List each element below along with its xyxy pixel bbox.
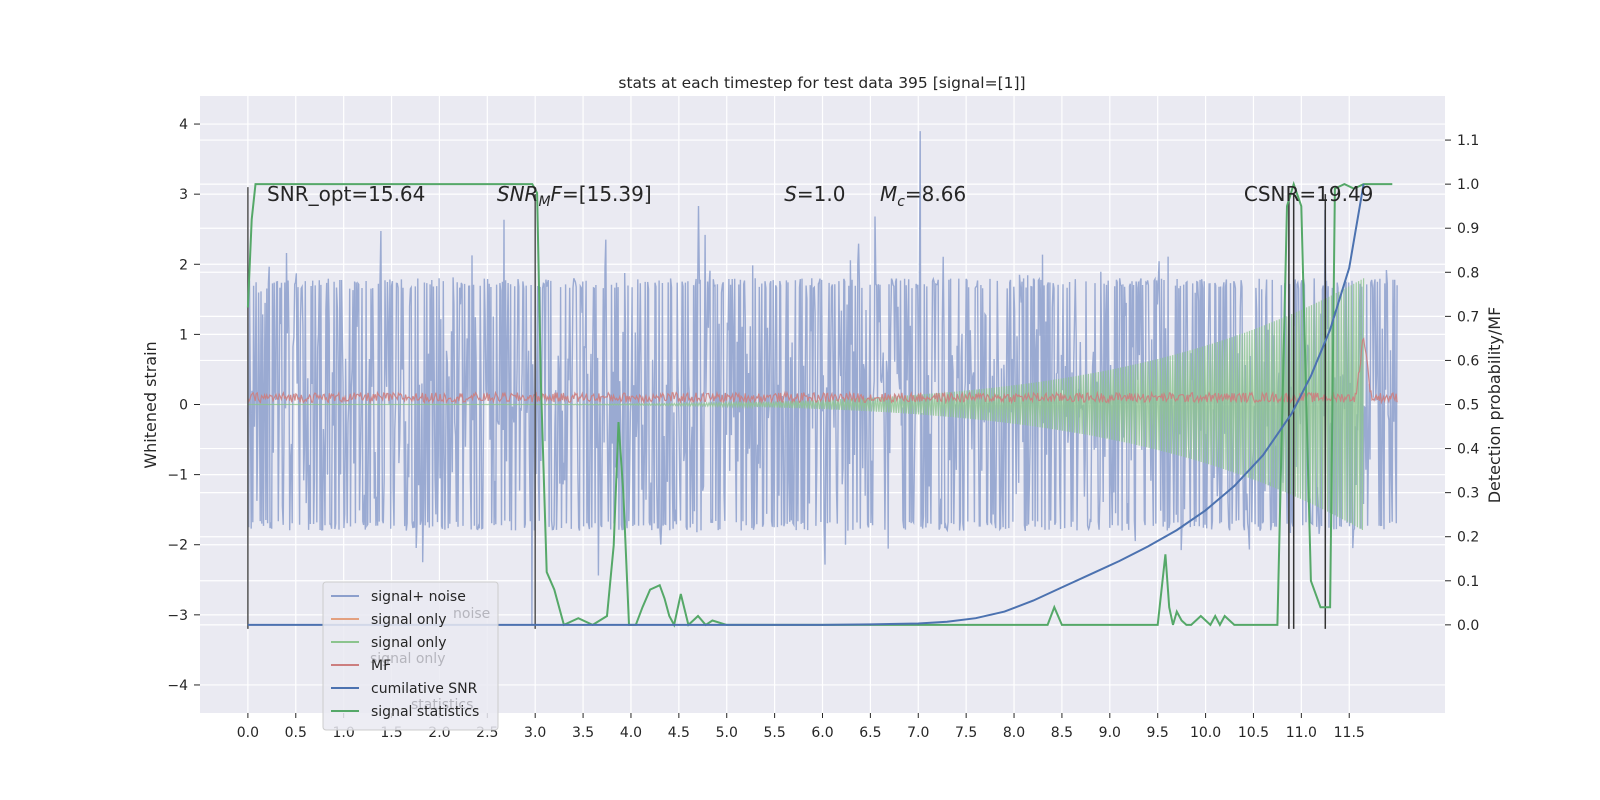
x-tick-label-7: 3.5 xyxy=(572,725,594,741)
plot-area xyxy=(246,131,1398,629)
legend-ghost-label-1: signal only xyxy=(370,651,445,667)
y-right-tick-label-8: 0.8 xyxy=(1457,265,1479,281)
x-tick-label-21: 10.5 xyxy=(1238,725,1269,741)
chart-title: stats at each timestep for test data 395… xyxy=(618,74,1025,92)
legend-label-5: signal statistics xyxy=(371,704,479,720)
y-right-tick-label-3: 0.3 xyxy=(1457,486,1479,502)
legend-ghost-label-0: noise xyxy=(453,606,490,622)
legend-box xyxy=(322,581,499,731)
legend-label-3: MF xyxy=(371,658,391,674)
annotation-3: Mc=8.66 xyxy=(880,182,966,210)
x-tick-label-6: 3.0 xyxy=(524,725,546,741)
x-tick-label-13: 6.5 xyxy=(859,725,881,741)
x-tick-label-10: 5.0 xyxy=(716,725,738,741)
y-right-tick-label-11: 1.1 xyxy=(1457,133,1479,149)
annotation-4: CSNR=19.49 xyxy=(1244,182,1374,206)
y-right-tick-label-6: 0.6 xyxy=(1457,353,1479,369)
legend-ghost-label-2: statistics xyxy=(411,697,473,713)
y-right-tick-label-9: 0.9 xyxy=(1457,221,1479,237)
series-cumilative-SNR xyxy=(247,183,1365,626)
y-right-tick-label-0: 0.0 xyxy=(1457,618,1479,634)
y-right-tick-label-4: 0.4 xyxy=(1457,442,1479,458)
signal-only-series xyxy=(247,278,1365,531)
legend-label-4: cumilative SNR xyxy=(371,681,478,697)
x-tick-label-1: 0.5 xyxy=(285,725,307,741)
y-left-tick-label-2: −2 xyxy=(167,538,188,554)
x-tick-label-9: 4.5 xyxy=(668,725,690,741)
legend-label-1: signal only xyxy=(371,612,446,628)
annotations: SNR_opt=15.64 SNRMF=[15.39] S=1.0 Mc=8.66 CS… xyxy=(267,182,1373,210)
x-tick-label-19: 9.5 xyxy=(1147,725,1169,741)
x-tick-label-22: 11.0 xyxy=(1286,725,1317,741)
x-tick-label-18: 9.0 xyxy=(1099,725,1121,741)
legend-label-0: signal+ noise xyxy=(371,589,466,605)
y-left-tick-label-4: 0 xyxy=(179,398,188,414)
y-right-tick-label-7: 0.7 xyxy=(1457,309,1479,325)
y-left-tick-label-8: 4 xyxy=(179,117,188,133)
annotation-1: SNRMF=[15.39] xyxy=(497,182,652,210)
legend: noise signal only statistics signal+ noise s… xyxy=(322,581,499,731)
x-tick-label-14: 7.0 xyxy=(907,725,929,741)
y-right-tick-label-1: 0.1 xyxy=(1457,574,1479,590)
y-right-tick-label-2: 0.2 xyxy=(1457,530,1479,546)
y-right-tick-label-10: 1.0 xyxy=(1457,177,1479,193)
annotation-0: SNR_opt=15.64 xyxy=(267,182,425,206)
x-tick-label-15: 7.5 xyxy=(955,725,977,741)
y-right-tick-label-5: 0.5 xyxy=(1457,398,1479,414)
y-left-tick-label-0: −4 xyxy=(167,678,188,694)
y-right-axis-ticks: 0.0 0.1 0.2 0.3 0.4 0.5 0.6 0.7 0.8 0.9 1.0 1.1 xyxy=(1445,133,1479,634)
y-left-tick-label-1: −3 xyxy=(167,608,188,624)
x-tick-label-11: 5.5 xyxy=(763,725,785,741)
y-left-tick-label-5: 1 xyxy=(179,327,188,343)
y-left-tick-label-7: 3 xyxy=(179,187,188,203)
x-tick-label-23: 11.5 xyxy=(1334,725,1365,741)
y-left-tick-label-6: 2 xyxy=(179,257,188,273)
annotation-2: S=1.0 xyxy=(784,182,845,206)
x-tick-label-20: 10.0 xyxy=(1190,725,1221,741)
y-left-tick-label-3: −1 xyxy=(167,468,188,484)
x-tick-label-12: 6.0 xyxy=(811,725,833,741)
x-tick-label-16: 8.0 xyxy=(1003,725,1025,741)
y-left-axis-ticks: −4 −3 −2 −1 0 1 2 3 4 xyxy=(167,117,200,694)
mf-series xyxy=(247,337,1398,405)
x-tick-label-17: 8.5 xyxy=(1051,725,1073,741)
x-tick-label-0: 0.0 xyxy=(237,725,259,741)
y-left-axis-label: Whitened strain xyxy=(141,341,160,468)
y-right-axis-label: Detection probability/MF xyxy=(1485,307,1504,504)
signal-plus-noise-series xyxy=(247,131,1398,625)
x-tick-label-8: 4.0 xyxy=(620,725,642,741)
legend-label-2: signal only xyxy=(371,635,446,651)
